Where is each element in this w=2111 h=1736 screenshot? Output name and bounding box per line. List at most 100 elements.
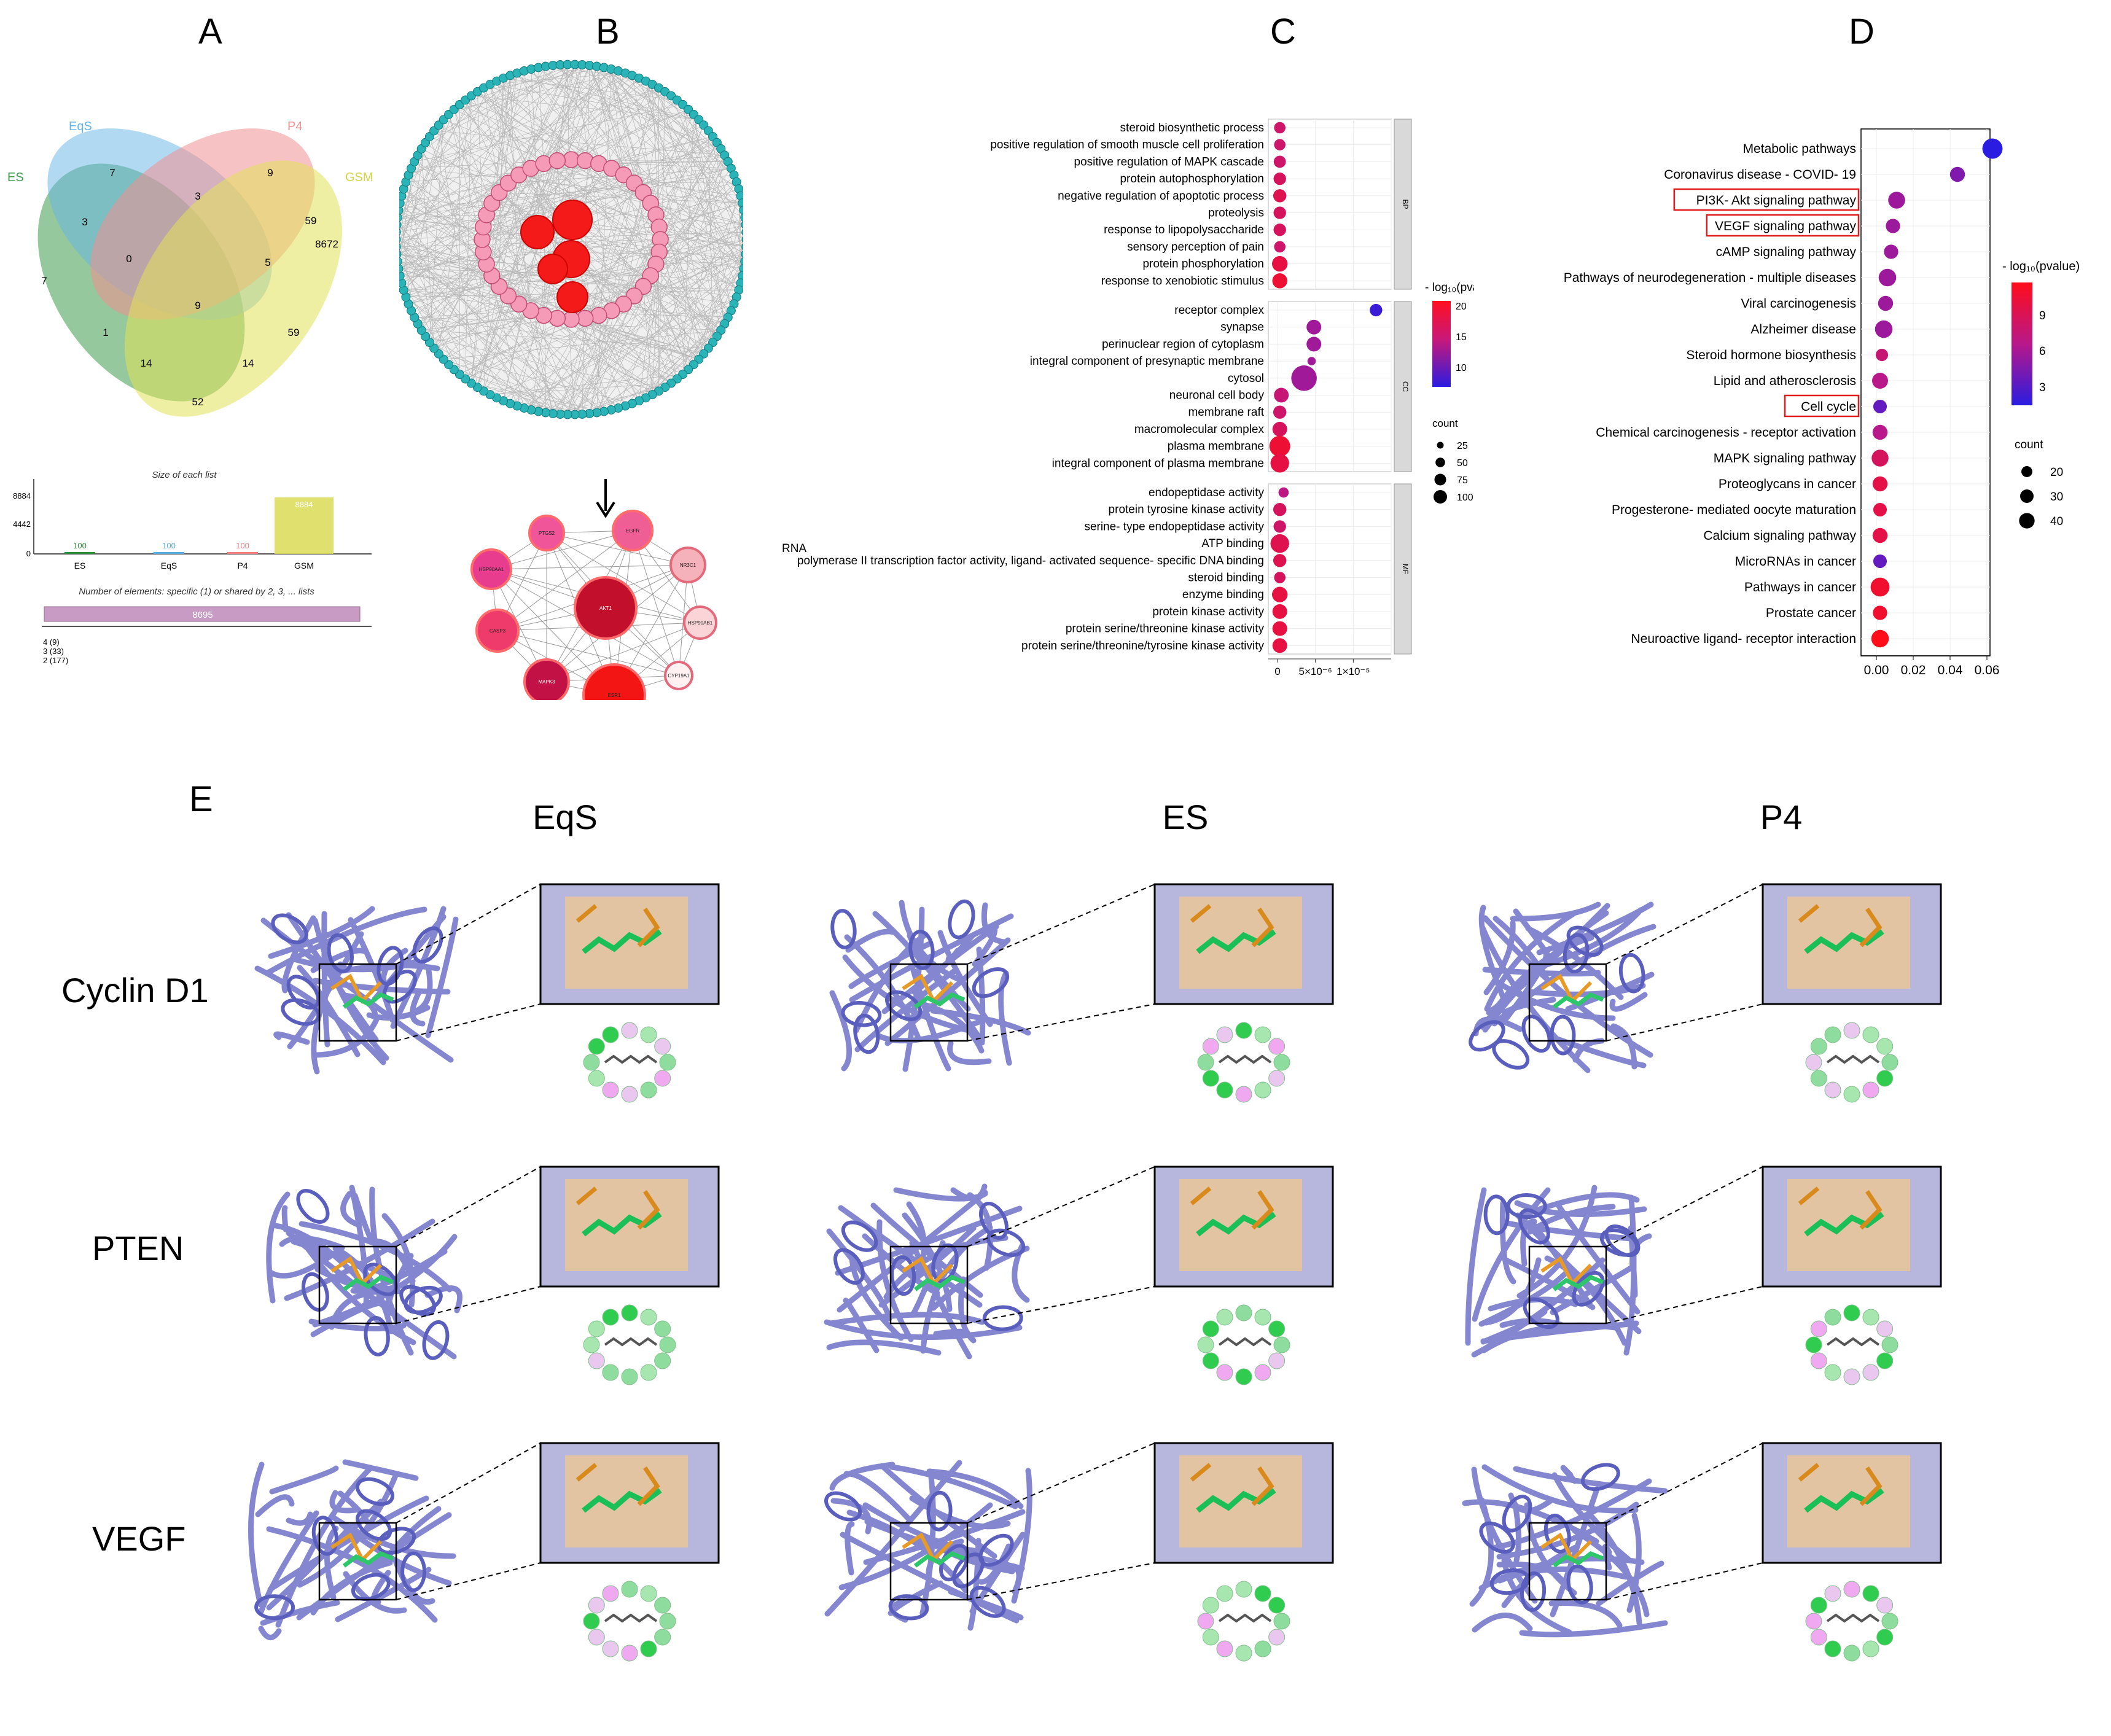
residue-bubble <box>659 1613 676 1630</box>
ppi-node <box>475 609 520 653</box>
ligand <box>582 1488 662 1513</box>
ligand-2d <box>1218 1337 1272 1347</box>
ligand <box>1804 1488 1884 1513</box>
ligand <box>1196 1488 1276 1513</box>
kegg-legend-tick: 3 <box>2039 381 2046 394</box>
upset-shared-item: 2 (177) <box>43 656 69 665</box>
ppi-node <box>528 515 565 551</box>
kegg-dot <box>1875 348 1889 362</box>
kegg-term-label: Chemical carcinogenesis - receptor activ… <box>1596 426 1856 440</box>
venn-count: 3 <box>82 216 87 228</box>
kegg-term-label: Calcium signaling pathway <box>1703 529 1856 543</box>
residue-bubble <box>654 1629 671 1646</box>
residue-bubble <box>1235 1581 1252 1598</box>
residue-bubble <box>1202 1038 1219 1055</box>
ligand-2d <box>1218 1613 1272 1623</box>
residue-bubble <box>1235 1645 1252 1662</box>
residue-bubble <box>1876 1352 1894 1369</box>
protein-helix <box>1521 1014 1551 1053</box>
go-dot <box>1272 273 1287 289</box>
ligand <box>582 929 662 954</box>
docking-cell <box>829 883 1334 1103</box>
residue-bubble <box>640 1026 657 1043</box>
kegg-highlight-box <box>1784 394 1860 418</box>
residue-bubble <box>1810 1352 1827 1369</box>
residue-bubble <box>1273 1613 1290 1630</box>
residue-bubble <box>1202 1597 1219 1614</box>
network-node <box>740 257 743 266</box>
residue-bubble <box>1273 1054 1290 1071</box>
go-dot <box>1270 534 1289 553</box>
ligand <box>1196 1212 1276 1237</box>
ligand <box>1804 1212 1884 1237</box>
docking-row-header: VEGF <box>92 1519 185 1558</box>
go-dot <box>1270 454 1289 473</box>
protein-helix <box>931 1243 959 1283</box>
venn-count: 7 <box>109 167 115 179</box>
ppi-network: PTGS2 EGFR NR3C1 HSP90AB1 CYP19A1 ESR1 MAPK3 CA… <box>470 510 717 700</box>
residue-bubble <box>1876 1320 1894 1337</box>
go-count-dot <box>1437 442 1444 449</box>
residue-bubble <box>1202 1629 1219 1646</box>
protein-helix <box>890 1255 916 1296</box>
kegg-legend-title: - log₁₀(pvalue) <box>2002 260 2080 273</box>
residue-bubble <box>1824 1309 1841 1326</box>
residue-bubble <box>1254 1026 1271 1043</box>
docking-cell <box>266 1166 720 1385</box>
go-dot <box>1272 421 1287 437</box>
go-legend-tick: 15 <box>1456 332 1467 343</box>
network-core-node <box>520 215 555 249</box>
protein-helix <box>399 1285 436 1317</box>
go-dot <box>1273 155 1286 168</box>
upset-ytick: 8884 <box>13 491 31 500</box>
kegg-term-label: Pathways in cancer <box>1744 580 1856 594</box>
venn-set-gsm <box>125 160 342 417</box>
go-term-label: endopeptidase activity <box>1149 486 1265 499</box>
upset-bar-value: 100 <box>73 541 87 550</box>
binding-residues <box>902 973 954 1005</box>
kegg-plot-area <box>1860 128 1991 656</box>
ppi-node <box>470 548 512 590</box>
go-facet-strip-label: CC <box>1401 381 1410 392</box>
go-term-label: protein serine/threonine/tyrosine kinase… <box>1021 639 1264 652</box>
network-node <box>399 243 401 251</box>
ligand <box>1804 929 1884 954</box>
kegg-dotplot: Metabolic pathways Coronavirus disease - … <box>1564 128 2080 677</box>
ligand-2d <box>604 1337 658 1347</box>
residue-bubble <box>1197 1054 1214 1071</box>
network-core-node <box>552 200 593 240</box>
residue-bubble <box>588 1320 605 1337</box>
protein-helix <box>412 926 443 963</box>
residue-bubble <box>659 1336 676 1353</box>
protein-helix <box>327 933 354 973</box>
go-dot <box>1272 604 1287 619</box>
residue-bubble <box>640 1364 657 1381</box>
residue-bubble <box>1876 1070 1894 1087</box>
protein-helix <box>1502 1495 1532 1533</box>
protein-ribbon <box>248 1459 456 1640</box>
go-term-label: protein serine/threonine kinase activity <box>1066 623 1265 636</box>
residue-bubble <box>602 1309 619 1326</box>
kegg-dot <box>1870 577 1890 597</box>
ligand <box>582 1212 662 1237</box>
residue-bubble <box>1268 1070 1286 1087</box>
panel-label-c: C <box>1270 12 1296 52</box>
protein-helix <box>1479 1521 1515 1554</box>
kegg-x-tick: 0.06 <box>1975 663 2000 677</box>
protein-helix <box>1563 933 1590 974</box>
go-count-dot <box>1435 457 1445 467</box>
protein-helix <box>833 1248 865 1285</box>
binding-residues <box>1798 1186 1883 1230</box>
residue-bubble <box>602 1364 619 1381</box>
kegg-term-label: Prostate cancer <box>1766 606 1856 620</box>
ligand <box>1552 1551 1604 1568</box>
upset-bar <box>154 552 184 554</box>
protein-helix <box>908 929 935 970</box>
go-dotplot: BP steroid biosynthetic process positive r… <box>782 119 1474 677</box>
docking-row-header: Cyclin D1 <box>61 971 209 1010</box>
kegg-dot <box>1878 295 1894 311</box>
go-term-label: integral component of presynaptic membra… <box>1030 355 1264 368</box>
residue-bubble <box>1824 1026 1841 1043</box>
go-term-label: neuronal cell body <box>1169 389 1265 402</box>
ppi-node-label: ESR1 <box>608 693 621 698</box>
